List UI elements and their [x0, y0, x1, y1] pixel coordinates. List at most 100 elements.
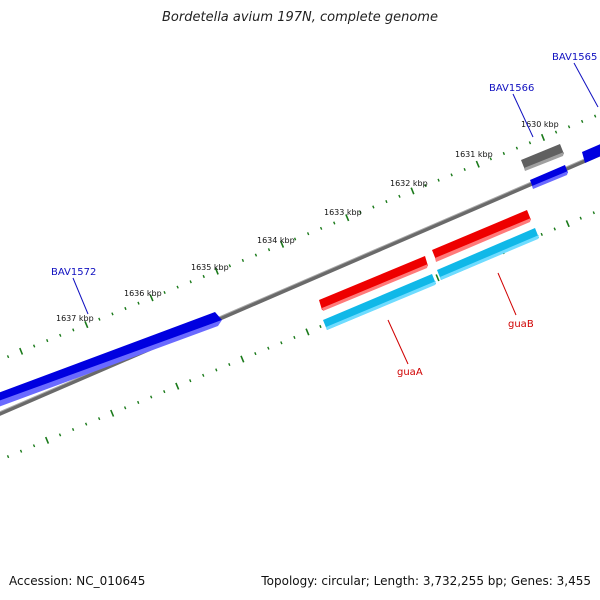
minor-tick	[502, 151, 506, 156]
minor-tick	[59, 333, 62, 337]
minor-tick	[540, 232, 543, 236]
gene-label-guaA[interactable]: guaA	[397, 367, 423, 378]
minor-tick	[254, 352, 257, 356]
minor-tick	[189, 280, 192, 284]
tick-label: 1631 kbp	[455, 150, 493, 159]
tick-label: 1635 kbp	[191, 263, 229, 272]
minor-tick	[267, 346, 270, 350]
minor-tick	[254, 253, 258, 257]
leader-line	[72, 277, 89, 315]
minor-tick	[306, 232, 310, 236]
minor-tick	[124, 306, 127, 311]
minor-tick	[319, 226, 323, 230]
minor-tick	[32, 344, 36, 348]
minor-tick	[450, 173, 453, 177]
minor-tick	[58, 433, 62, 437]
tick-label: 1630 kbp	[521, 120, 559, 129]
minor-tick	[163, 290, 166, 295]
leader-line	[512, 93, 534, 138]
major-tick	[345, 214, 350, 222]
minor-tick	[137, 301, 140, 305]
leader-line	[497, 272, 517, 316]
minor-tick	[592, 211, 595, 215]
major-tick	[84, 320, 89, 329]
gene-label-bav1565[interactable]: BAV1565	[552, 52, 597, 63]
gene-guaB-red[interactable]	[432, 210, 531, 262]
minor-tick	[6, 455, 10, 459]
minor-tick	[554, 130, 558, 134]
major-tick	[19, 347, 24, 355]
major-tick	[214, 267, 219, 275]
minor-tick	[319, 324, 322, 329]
tick-label: 1637 kbp	[56, 314, 94, 323]
minor-tick	[71, 427, 75, 432]
gene-bav1565-blue[interactable]	[582, 140, 600, 163]
minor-tick	[137, 400, 140, 404]
minor-tick	[267, 248, 271, 252]
minor-tick	[97, 417, 101, 421]
tick-label: 1634 kbp	[257, 236, 295, 245]
tick-label: 1633 kbp	[324, 208, 362, 217]
minor-tick	[150, 395, 153, 399]
map-title: Bordetella avium 197N, complete genome	[162, 10, 438, 25]
minor-tick	[280, 341, 283, 345]
minor-tick	[385, 200, 388, 204]
major-tick	[305, 328, 310, 336]
major-tick	[475, 160, 480, 168]
minor-tick	[84, 422, 88, 426]
minor-tick	[567, 125, 571, 129]
tick-label: 1636 kbp	[124, 289, 162, 298]
major-tick	[149, 294, 154, 302]
major-tick	[110, 409, 115, 417]
leader-line	[573, 62, 599, 108]
minor-tick	[553, 227, 556, 231]
accession-text: Accession: NC_010645	[9, 574, 146, 588]
minor-tick	[6, 355, 10, 359]
gene-bav1566-blue[interactable]	[530, 165, 568, 189]
tick-label: 1632 kbp	[390, 179, 428, 188]
minor-tick	[580, 119, 584, 123]
minor-tick	[293, 335, 296, 339]
major-tick	[279, 240, 285, 248]
minor-tick	[293, 237, 297, 241]
gene-guaA-red[interactable]	[319, 256, 428, 311]
minor-tick	[593, 114, 597, 118]
gene-bav1566-gray[interactable]	[521, 144, 564, 171]
minor-tick	[333, 221, 336, 225]
minor-tick	[111, 312, 114, 316]
minor-tick	[528, 141, 532, 145]
minor-tick	[202, 373, 205, 377]
minor-tick	[489, 157, 492, 161]
minor-tick	[359, 210, 362, 214]
minor-tick	[163, 390, 166, 394]
minor-tick	[46, 339, 49, 343]
gene-label-bav1566[interactable]: BAV1566	[489, 83, 534, 94]
major-tick	[410, 187, 415, 195]
minor-tick	[123, 406, 127, 410]
minor-tick	[372, 205, 375, 209]
minor-tick	[19, 449, 23, 453]
outer-tick-ring	[6, 114, 597, 359]
minor-tick	[228, 362, 231, 367]
minor-tick	[515, 146, 519, 150]
genome-summary-text: Topology: circular; Length: 3,732,255 bp…	[261, 574, 591, 588]
major-tick	[240, 355, 245, 363]
minor-tick	[437, 178, 440, 182]
major-tick	[435, 274, 440, 282]
major-tick	[175, 382, 180, 390]
minor-tick	[176, 285, 179, 289]
gene-guaA-cyan[interactable]	[323, 274, 436, 330]
gene-bav1572[interactable]	[0, 312, 222, 410]
minor-tick	[72, 328, 75, 332]
gene-label-bav1572[interactable]: BAV1572	[51, 267, 96, 278]
minor-tick	[579, 216, 582, 220]
major-tick	[44, 436, 50, 444]
gene-guaB-cyan[interactable]	[437, 228, 539, 280]
minor-tick	[398, 194, 401, 198]
minor-tick	[215, 368, 218, 372]
minor-tick	[228, 264, 232, 268]
minor-tick	[241, 258, 245, 262]
gene-label-guaB[interactable]: guaB	[508, 319, 534, 330]
minor-tick	[463, 167, 466, 172]
